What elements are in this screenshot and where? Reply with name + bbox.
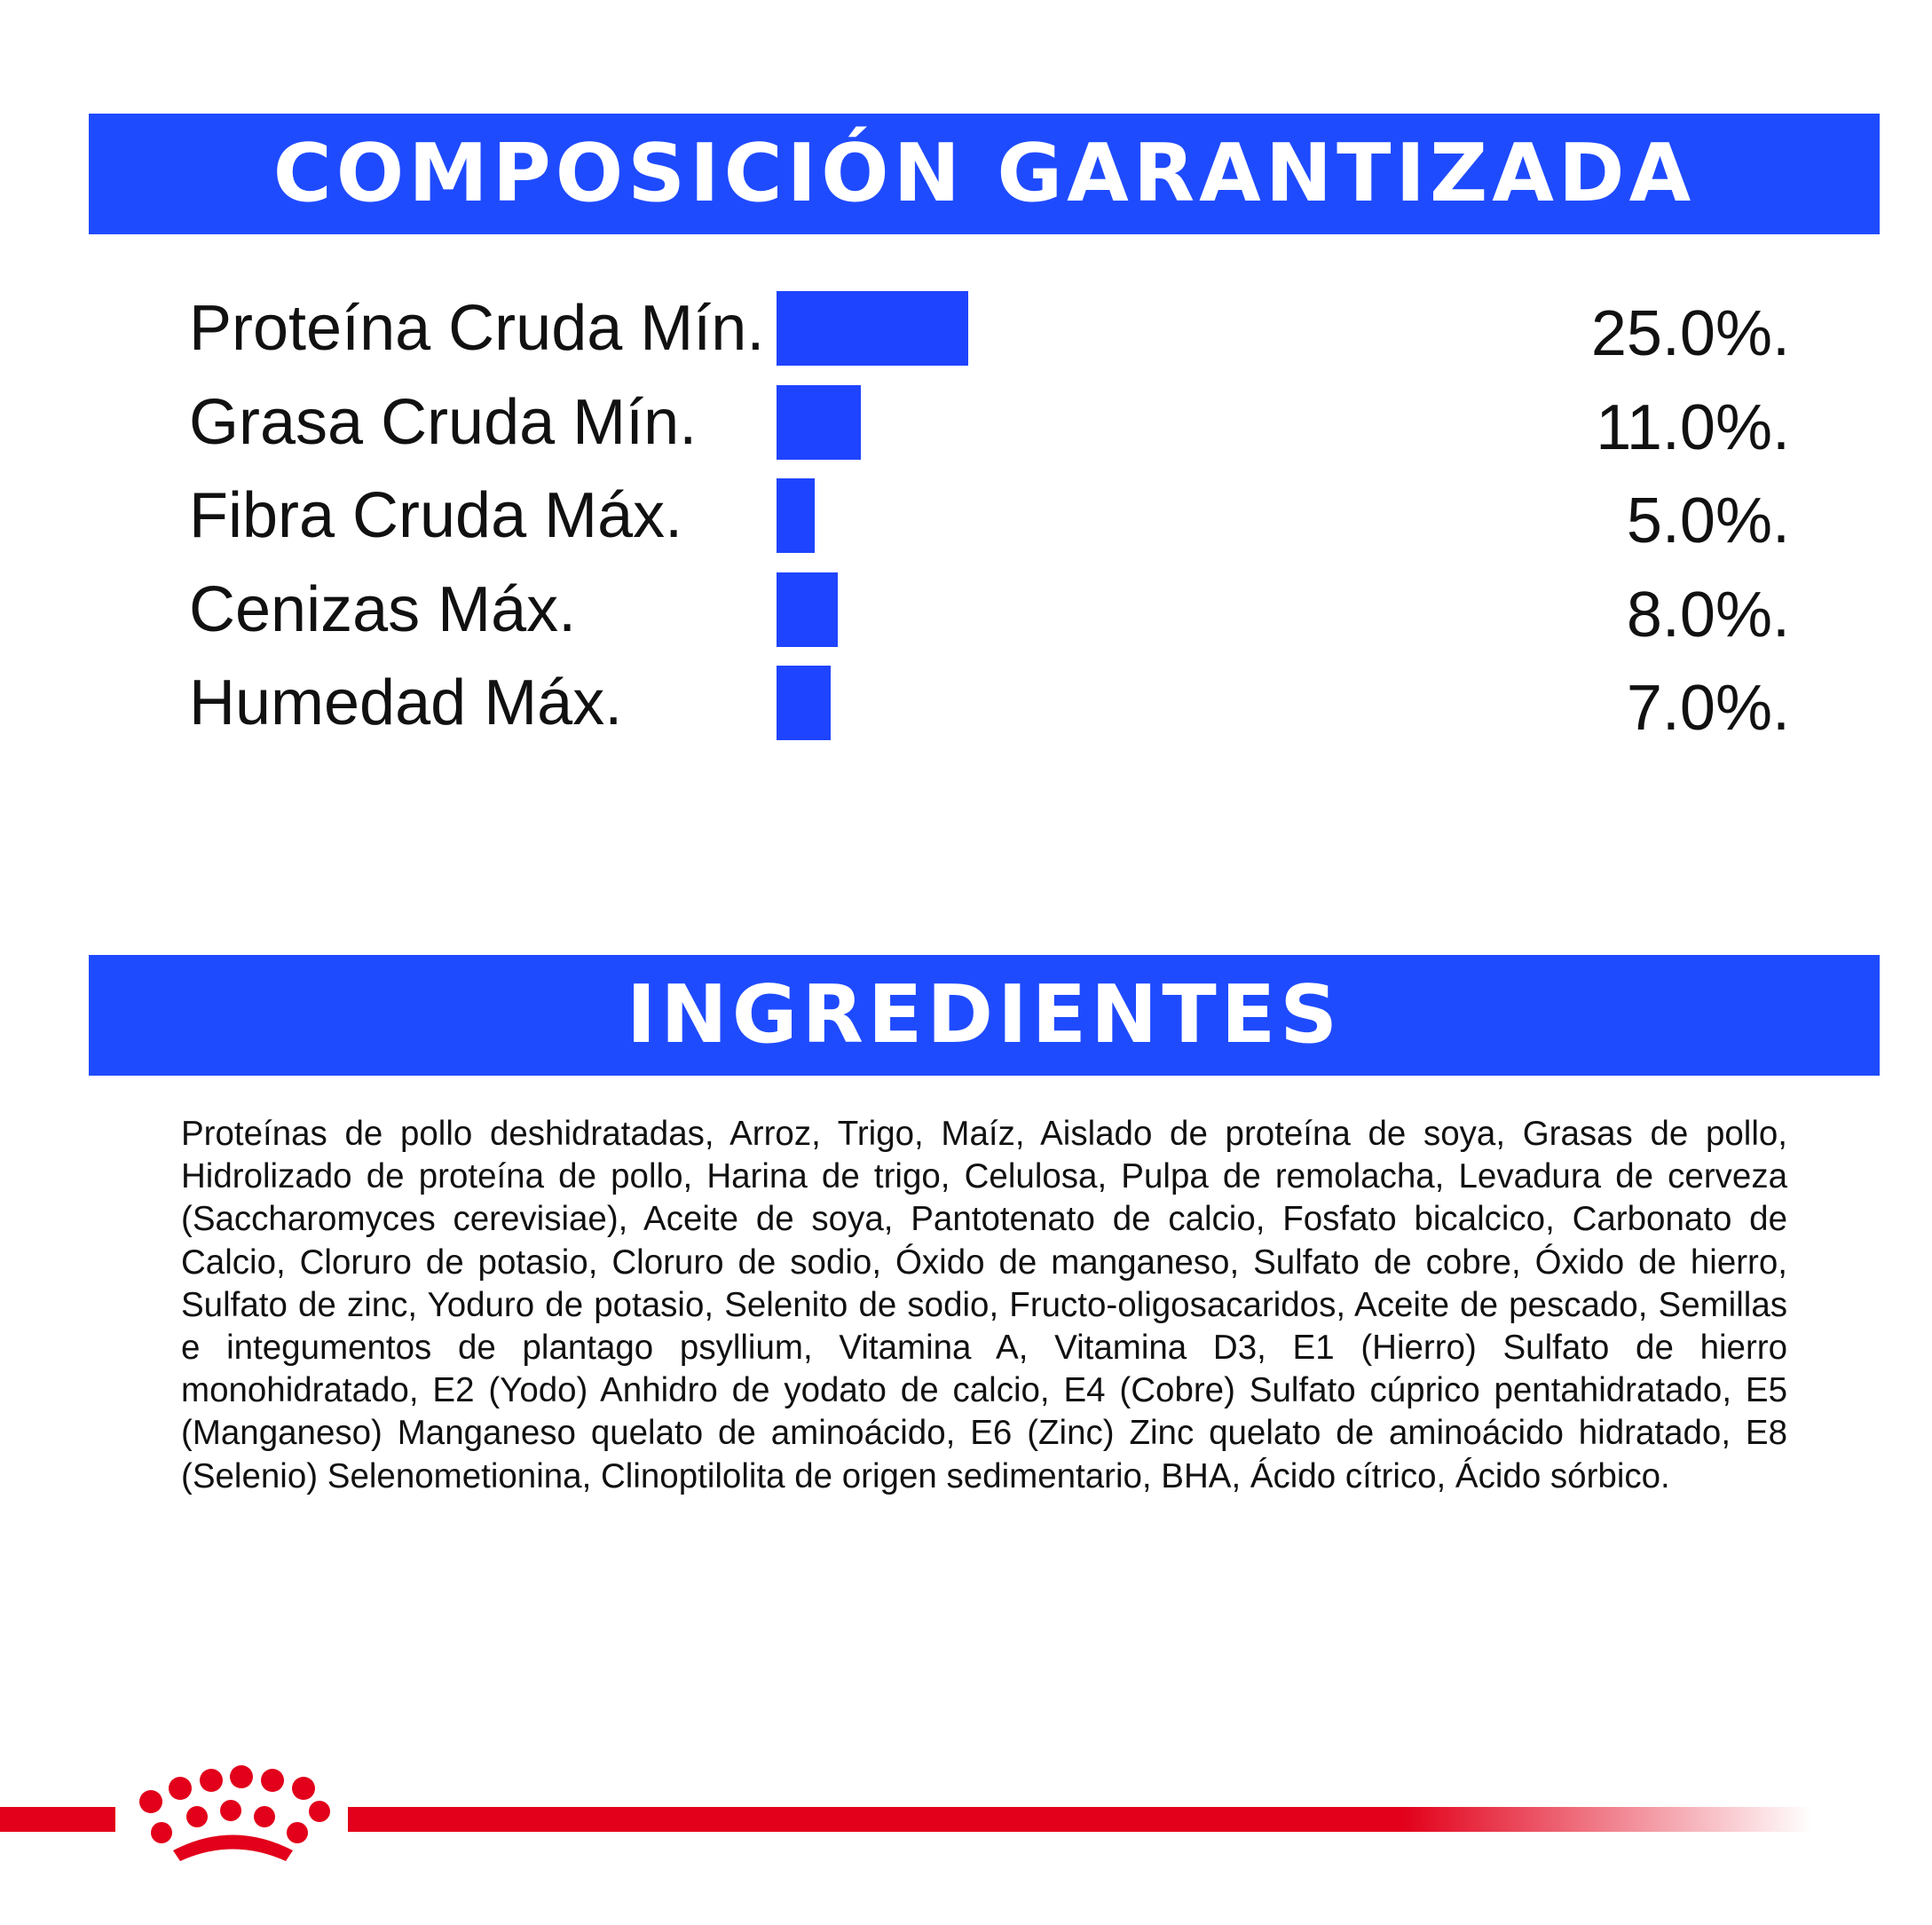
composition-label: Grasa Cruda Mín. <box>189 386 698 458</box>
composition-title: COMPOSICIÓN GARANTIZADA <box>272 127 1696 220</box>
composition-banner: COMPOSICIÓN GARANTIZADA <box>89 114 1880 234</box>
composition-bar <box>777 666 831 740</box>
composition-value: 11.0%. <box>1596 391 1790 463</box>
composition-row: Humedad Máx. 7.0%. <box>0 664 1932 744</box>
composition-value: 8.0%. <box>1626 579 1790 651</box>
composition-row: Grasa Cruda Mín. 11.0%. <box>0 383 1932 463</box>
composition-label: Fibra Cruda Máx. <box>189 480 683 551</box>
composition-bar <box>777 572 838 647</box>
composition-bar <box>777 291 968 366</box>
ingredients-banner: INGREDIENTES <box>89 955 1880 1076</box>
composition-value: 5.0%. <box>1626 485 1790 556</box>
composition-row: Cenizas Máx. 8.0%. <box>0 571 1932 651</box>
composition-row: Fibra Cruda Máx. 5.0%. <box>0 477 1932 556</box>
composition-bar <box>777 384 861 460</box>
composition-label: Cenizas Máx. <box>189 573 577 645</box>
ingredients-text: Proteínas de pollo deshidratadas, Arroz,… <box>181 1115 1787 1495</box>
composition-value: 25.0%. <box>1590 298 1790 369</box>
footer-line-right <box>348 1807 1812 1832</box>
composition-row: Proteína Cruda Mín. 25.0%. <box>0 289 1932 369</box>
composition-label: Proteína Cruda Mín. <box>189 293 765 364</box>
composition-value: 7.0%. <box>1626 673 1790 744</box>
crown-icon <box>139 1765 330 1861</box>
ingredients-title: INGREDIENTES <box>626 968 1343 1061</box>
footer-line-left <box>0 1807 115 1832</box>
composition-label: Humedad Máx. <box>189 667 623 738</box>
composition-bar <box>777 478 815 553</box>
